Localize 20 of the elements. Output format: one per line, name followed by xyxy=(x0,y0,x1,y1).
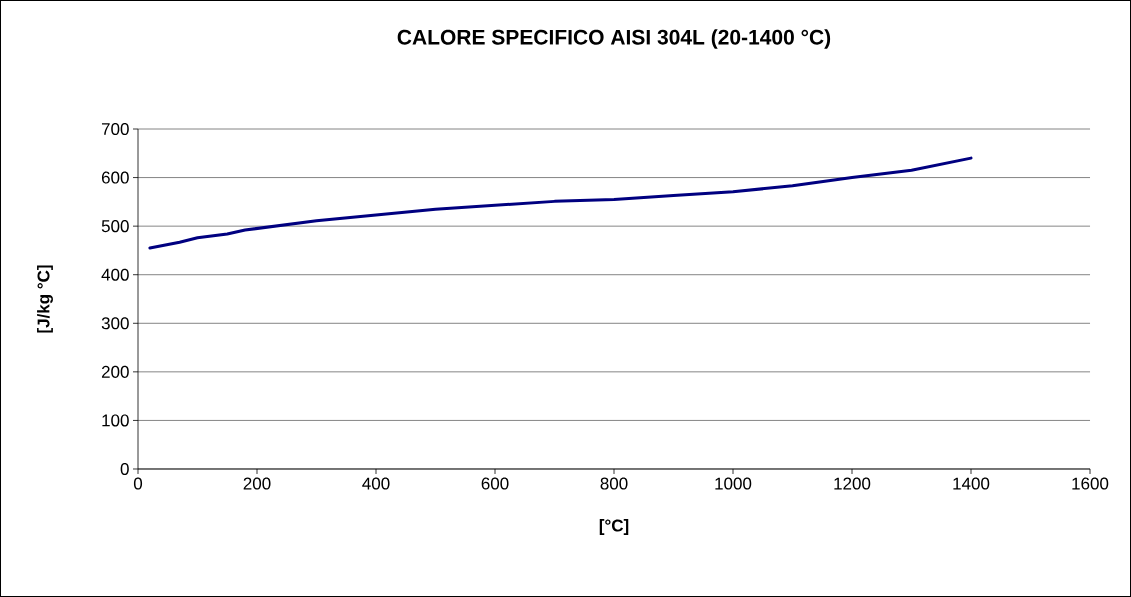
x-tick-label: 0 xyxy=(133,477,143,490)
y-tick-label: 600 xyxy=(101,171,129,184)
x-tick-label: 400 xyxy=(362,477,390,490)
chart-title: CALORE SPECIFICO AISI 304L (20-1400 °C) xyxy=(397,29,831,49)
x-tick-label: 1400 xyxy=(953,477,990,490)
y-tick-label: 200 xyxy=(101,365,129,378)
y-tick-label: 100 xyxy=(102,414,129,427)
y-tick-label: 0 xyxy=(120,462,129,476)
x-axis-title: [°C] xyxy=(599,519,629,535)
y-axis-title: [J/kg °C] xyxy=(37,265,53,333)
x-tick-label: 1000 xyxy=(715,477,752,490)
x-tick-label: 200 xyxy=(243,477,271,490)
y-tick-label: 400 xyxy=(101,268,129,281)
y-tick-label: 300 xyxy=(101,317,129,330)
x-tick-label: 1600 xyxy=(1072,477,1109,490)
x-tick-label: 1200 xyxy=(834,477,871,490)
y-tick-label: 500 xyxy=(101,220,129,233)
x-tick-label: 800 xyxy=(600,477,628,490)
x-tick-label: 600 xyxy=(481,477,509,490)
y-tick-label: 700 xyxy=(101,122,129,136)
